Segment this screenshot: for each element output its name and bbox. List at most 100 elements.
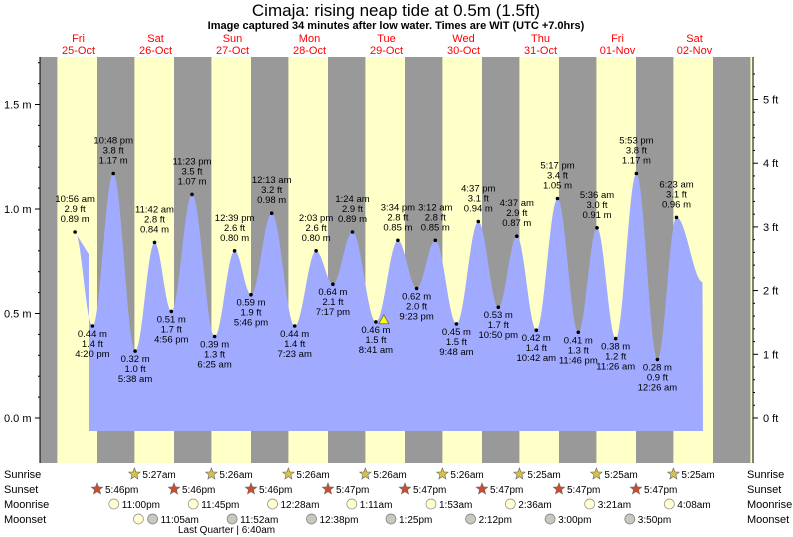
sunset-time: 5:47pm [490, 485, 523, 496]
tide-label-line: 2.8 ft [144, 214, 165, 225]
tide-label-line: 2.8 ft [425, 212, 446, 223]
left-tick-label: 0.0 m [4, 413, 32, 425]
tide-label-line: 12:26 am [638, 383, 678, 394]
moonset-icon [226, 513, 238, 525]
tide-label-line: 0.91 m [582, 210, 611, 221]
right-tick-label: 1 ft [763, 349, 778, 361]
sunrise-time: 5:26am [296, 470, 329, 481]
sunrise-icon [358, 467, 372, 480]
tide-point [613, 336, 618, 341]
low-tide-label: 0.32 m1.0 ft5:38 am [118, 354, 152, 385]
tide-label-line: 1.7 ft [161, 324, 182, 335]
sunrise-icon [589, 467, 603, 480]
moonset-time: 1:25pm [399, 515, 432, 526]
tide-point [595, 226, 599, 230]
sunrise-icon [666, 467, 680, 480]
tide-label-line: 5:17 pm [540, 161, 574, 172]
sunset-icon [244, 482, 258, 495]
high-tide-label: 10:48 pm3.8 ft1.17 m [93, 136, 133, 167]
sunset-icon [552, 482, 566, 495]
moonrise-time: 11:00pm [122, 500, 160, 511]
tide-point [133, 349, 137, 353]
sunrise-icon [204, 467, 218, 480]
night-band [40, 57, 58, 463]
day-name-label: Sat [686, 33, 703, 45]
tide-label-line: 3.1 ft [666, 189, 687, 200]
tide-label-line: 0.38 m [601, 342, 630, 353]
tide-point [212, 334, 217, 339]
day-date-label: 29-Oct [370, 45, 403, 57]
row-label-left: Sunset [4, 484, 38, 496]
tide-point [232, 249, 237, 253]
left-tick-label: 1.5 m [4, 100, 32, 112]
high-tide-label: 3:34 pm2.8 ft0.85 m [381, 202, 415, 233]
tide-label-line: 5:53 pm [619, 136, 653, 147]
moonset-icon [465, 513, 476, 525]
sunset-icon [398, 482, 412, 495]
tide-label-line: 1.4 ft [526, 343, 547, 354]
moonrise-icon [584, 498, 596, 510]
moonset-icon [544, 513, 556, 525]
tide-label-line: 7:23 am [278, 349, 312, 360]
high-tide-label: 10:56 am2.9 ft0.89 m [55, 194, 95, 225]
high-tide-label: 5:53 pm3.8 ft1.17 m [619, 136, 653, 167]
tide-label-line: 2.8 ft [387, 212, 408, 223]
tide-label-line: 1.17 m [99, 156, 128, 167]
moonrise-time: 2:36am [518, 500, 551, 511]
sunrise-time: 5:26am [373, 470, 406, 481]
tide-label-line: 2.6 ft [306, 223, 327, 234]
day-date-label: 28-Oct [293, 45, 326, 57]
sunset-time: 5:47pm [336, 485, 369, 496]
tide-label-line: 2.0 ft [406, 301, 427, 312]
tide-point [655, 357, 660, 362]
tide-label-line: 12:13 am [252, 175, 292, 186]
low-tide-label: 0.44 m1.4 ft7:23 am [278, 329, 312, 360]
tide-label-line: 1.3 ft [568, 345, 589, 356]
tide-label-line: 4:20 pm [75, 349, 109, 360]
tide-label-line: 0.44 m [280, 329, 309, 340]
sunrise-time: 5:27am [142, 470, 175, 481]
sunrise-time: 5:25am [527, 470, 560, 481]
tide-point [496, 305, 501, 310]
tide-label-line: 7:17 pm [316, 307, 350, 318]
row-label-left: Moonrise [4, 499, 49, 511]
day-date-label: 26-Oct [139, 45, 172, 57]
high-tide-label: 11:23 pm3.5 ft1.07 m [173, 156, 212, 187]
tide-point [476, 219, 481, 224]
sunset-time: 5:46pm [259, 485, 292, 496]
axes: 0.0 m 0.5 m 1.0 m 1.5 m 0 ft 1 ft 2 ft 3 ft 4 ft… [4, 57, 778, 463]
tide-label-line: 3.4 ft [547, 171, 568, 182]
tide-point [169, 309, 174, 314]
tide-point [634, 171, 639, 176]
high-tide-label: 12:13 am3.2 ft0.98 m [252, 175, 292, 206]
tide-label-line: 8:41 am [359, 345, 393, 356]
sunset-icon [629, 482, 643, 495]
day-name-label: Sun [223, 33, 243, 45]
tide-label-line: 1.5 ft [446, 337, 467, 348]
tide-label-line: 0.85 m [383, 222, 412, 233]
sunrise-icon [281, 467, 295, 480]
sunrise-icon [127, 467, 141, 480]
day-date-label: 25-Oct [62, 45, 95, 57]
row-label-right: Sunrise [747, 469, 784, 481]
sunset-time: 5:46pm [182, 485, 215, 496]
tide-label-line: 3.5 ft [181, 166, 202, 177]
tide-label-line: 0.98 m [257, 195, 286, 206]
tide-label-line: 2.1 ft [322, 297, 343, 308]
tide-point [433, 238, 438, 243]
moonset-icon [147, 513, 158, 525]
high-tide-label: 3:12 am2.8 ft0.85 m [418, 202, 452, 233]
moonrise-time: 4:08am [677, 500, 710, 511]
tide-label-line: 11:42 am [135, 204, 174, 215]
tide-label-line: 0.32 m [121, 354, 150, 365]
moonrise-icon [108, 498, 120, 510]
tide-label-line: 4:56 pm [154, 334, 188, 345]
day-name-label: Fri [611, 33, 624, 45]
sunrise-time: 5:25am [681, 470, 714, 481]
low-tide-label: 0.39 m1.3 ft6:25 am [197, 340, 231, 371]
tide-label-line: 1.3 ft [204, 350, 225, 361]
tide-point [515, 234, 519, 238]
moonset-icon [306, 513, 317, 525]
tide-label-line: 1.17 m [622, 156, 651, 167]
